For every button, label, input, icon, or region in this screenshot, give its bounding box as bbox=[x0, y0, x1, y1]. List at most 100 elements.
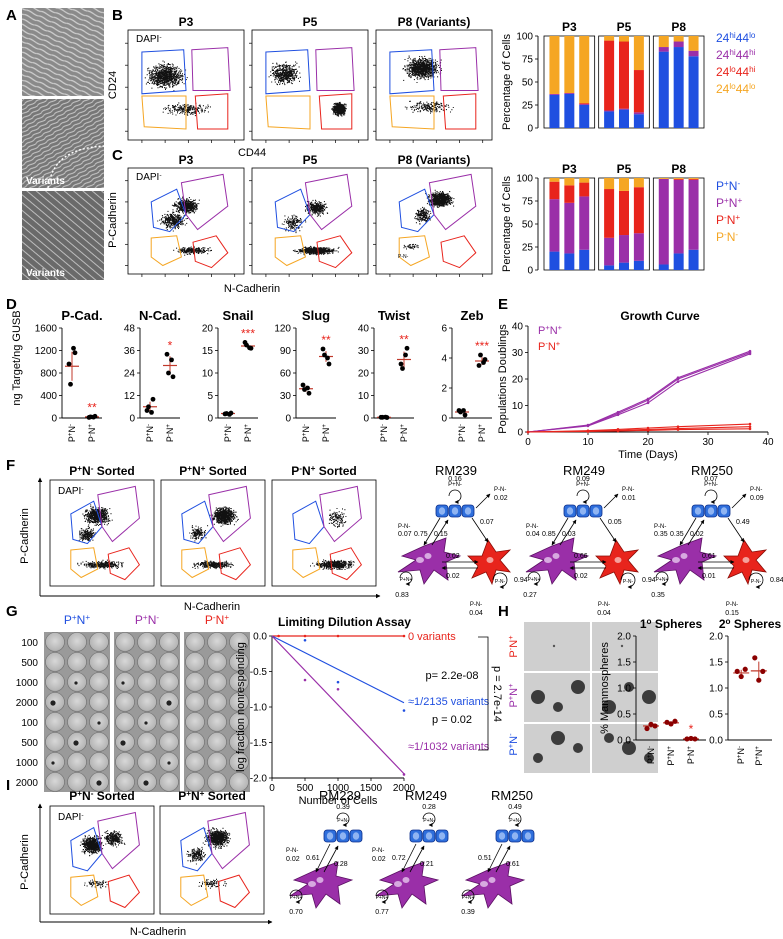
bar-segment bbox=[564, 253, 575, 270]
bar-segment bbox=[633, 114, 644, 128]
superscript: lo bbox=[729, 82, 736, 91]
superscript: + bbox=[666, 746, 673, 750]
debris bbox=[620, 644, 624, 648]
transition-prob: 0.35 bbox=[654, 531, 668, 538]
bar-segment bbox=[604, 111, 615, 128]
well bbox=[89, 652, 109, 672]
cell-nucleus bbox=[412, 832, 420, 840]
data-point bbox=[461, 408, 466, 413]
transition-prob: 0.04 bbox=[597, 610, 611, 617]
blue-epithelial-cells bbox=[563, 504, 603, 518]
x-tick-label: 40 bbox=[762, 437, 774, 448]
y-tick-label: -0.5 bbox=[250, 667, 268, 678]
well bbox=[137, 652, 157, 672]
superscript: - bbox=[159, 34, 161, 41]
data-point bbox=[72, 350, 78, 356]
variants-label-bottom: Variants bbox=[26, 268, 65, 279]
transition-prob: 0.07 bbox=[704, 476, 718, 483]
x-tick-label: 20 bbox=[642, 437, 654, 448]
mammosphere bbox=[573, 743, 583, 753]
data-point bbox=[149, 409, 154, 415]
x-category-label: P+N+ bbox=[753, 746, 764, 766]
transition-arrow bbox=[495, 845, 511, 873]
well bbox=[137, 672, 157, 692]
y-tick-label: 20 bbox=[202, 324, 214, 335]
well bbox=[89, 692, 109, 712]
superscript: + bbox=[143, 613, 148, 622]
text-span: P bbox=[538, 341, 545, 353]
chart-title: 2o Spheres bbox=[719, 617, 782, 632]
plot-title: P+N- Sorted bbox=[69, 464, 135, 479]
data-point bbox=[476, 363, 482, 368]
text-span: P bbox=[716, 230, 724, 244]
well bbox=[229, 652, 249, 672]
bar-segment bbox=[549, 178, 560, 182]
legend-entry: P-N- bbox=[716, 230, 738, 245]
text-span: N bbox=[477, 428, 487, 435]
gate-blue bbox=[150, 188, 187, 233]
y-tick-label: 90 bbox=[280, 346, 292, 357]
well bbox=[207, 772, 227, 792]
gate-blue bbox=[180, 826, 213, 872]
y-tick-label: 0 bbox=[51, 414, 57, 425]
data-point bbox=[68, 381, 73, 387]
colony bbox=[144, 721, 148, 725]
plot-frame bbox=[251, 167, 369, 275]
transition-prob: 0.72 bbox=[392, 855, 406, 862]
data-point bbox=[164, 351, 170, 357]
column-header: P+N+ bbox=[64, 613, 90, 628]
data-point bbox=[71, 345, 76, 351]
text-span: N bbox=[145, 426, 155, 433]
text-span: P bbox=[135, 613, 143, 627]
series-point bbox=[748, 427, 752, 431]
superscript: - bbox=[159, 172, 161, 179]
bar-segment bbox=[673, 253, 684, 270]
transition-arrow bbox=[423, 517, 441, 546]
self-loop bbox=[375, 889, 389, 904]
y-tick-label: 60 bbox=[280, 369, 292, 380]
cell-nucleus bbox=[416, 557, 424, 563]
bar-segment bbox=[604, 178, 615, 190]
well bbox=[185, 632, 205, 652]
x-category-label: P+N- bbox=[223, 424, 234, 442]
gate-orange bbox=[141, 95, 187, 130]
flow-plot-c-3 bbox=[375, 167, 493, 275]
text-span: P bbox=[666, 760, 676, 766]
text-span: N bbox=[192, 464, 201, 478]
well bbox=[115, 772, 135, 792]
superscript: - bbox=[506, 733, 515, 736]
text-span: 44 bbox=[736, 65, 750, 79]
panel-letter-i: I bbox=[6, 777, 10, 794]
series-line bbox=[527, 351, 751, 433]
gate-blue bbox=[70, 500, 103, 545]
y-tick-label: 1200 bbox=[35, 346, 58, 357]
text-span: 24 bbox=[716, 48, 730, 62]
y-tick-label: -1.0 bbox=[250, 703, 268, 714]
gate-note: DAPI- bbox=[58, 486, 84, 498]
transition-prob: 0.02 bbox=[574, 573, 588, 580]
data-point bbox=[752, 655, 758, 661]
node-label: P-N- bbox=[526, 524, 538, 530]
gate-blue bbox=[70, 826, 103, 872]
well bbox=[115, 632, 135, 652]
bar-segment bbox=[564, 185, 575, 203]
data-point bbox=[170, 374, 176, 380]
x-tick-label: 10 bbox=[582, 437, 594, 448]
transition-arrow bbox=[401, 843, 417, 873]
y-axis-label: log fraction nonresponding bbox=[235, 642, 247, 772]
mammosphere bbox=[551, 731, 565, 745]
gate-orange bbox=[70, 874, 99, 906]
y-axis-label: Populations Doublings bbox=[497, 324, 509, 434]
node-label: P-N- bbox=[654, 524, 666, 530]
row-label: 1000 bbox=[16, 758, 39, 769]
text-span: P bbox=[205, 613, 213, 627]
transition-prob: 0.39 bbox=[336, 804, 350, 811]
plot-title: P8 (Variants) bbox=[398, 15, 471, 29]
panel-letter-h: H bbox=[498, 603, 509, 620]
data-point bbox=[322, 352, 327, 358]
y-tick-label: 10 bbox=[358, 391, 370, 402]
plot-frame bbox=[127, 167, 245, 275]
node-label: P+N+ bbox=[656, 577, 669, 583]
significance-marker: *** bbox=[475, 339, 489, 353]
